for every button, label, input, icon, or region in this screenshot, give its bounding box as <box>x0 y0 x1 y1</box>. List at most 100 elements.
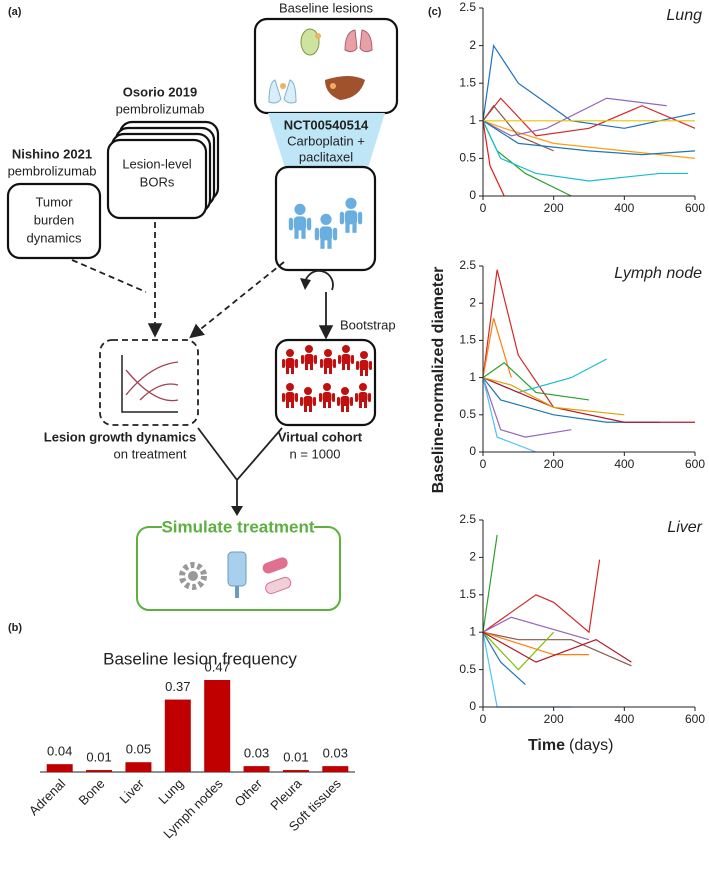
x-tick-label: 400 <box>614 712 634 726</box>
series-line <box>482 631 526 686</box>
title-backdrop <box>162 518 314 538</box>
bar <box>204 680 231 772</box>
bootstrap-loop <box>304 269 334 291</box>
y-tick-label: 1 <box>469 370 476 384</box>
growth-box <box>99 339 199 426</box>
bar <box>86 770 113 772</box>
x-tick-label: 600 <box>685 457 705 471</box>
nishino-title: Nishino 2021 <box>12 146 92 161</box>
osorio-drug: pembrolizumab <box>116 101 205 116</box>
x-tick-label: Liver <box>116 775 147 806</box>
chart-title: Liver <box>667 519 702 536</box>
value-label: 0.01 <box>86 749 111 764</box>
panel-label: (c) <box>428 6 442 18</box>
series-line <box>482 631 632 663</box>
value-label: 0.47 <box>205 659 230 674</box>
growth-title: Lesion growth dynamics <box>44 429 196 444</box>
series-line <box>482 377 695 423</box>
y-axis-label: Baseline-normalized diameter <box>430 267 447 494</box>
series-line <box>482 616 590 641</box>
series-line <box>482 120 696 159</box>
series-line <box>482 377 537 453</box>
series-line <box>482 377 572 438</box>
y-tick-label: 0 <box>469 444 476 458</box>
series-line <box>482 631 589 656</box>
baseline-title: Baseline lesions <box>279 0 373 15</box>
trial-line: Carboplatin + <box>287 133 365 148</box>
series-line <box>482 269 555 408</box>
osorio-box <box>106 138 208 220</box>
series-line <box>482 361 590 401</box>
value-label: 0.03 <box>323 746 348 761</box>
bar <box>125 762 152 772</box>
cohort-title: Virtual cohort <box>278 429 363 444</box>
organ-icons <box>268 28 373 104</box>
x-tick-label: Bone <box>76 776 108 808</box>
osorio-title: Osorio 2019 <box>123 84 197 99</box>
x-tick-label: 600 <box>685 201 705 215</box>
trial-id: NCT00540514 <box>284 117 369 132</box>
trial-funnel <box>268 113 385 168</box>
value-label: 0.04 <box>47 744 72 759</box>
value-label: 0.03 <box>244 746 269 761</box>
trial-line: paclitaxel <box>299 149 353 164</box>
y-tick-label: 1.5 <box>459 75 476 89</box>
osorio-line: Lesion-level <box>122 156 191 171</box>
x-tick-label: Lung <box>155 776 186 807</box>
series-line <box>482 377 625 416</box>
x-tick-label: 400 <box>614 457 634 471</box>
series-line <box>482 632 572 708</box>
x-tick-label: 200 <box>544 712 564 726</box>
value-label: 0.05 <box>126 742 151 757</box>
diagram: (a) Baseline lesions NCT00540514 Carbopl… <box>6 0 399 611</box>
bar <box>282 770 309 772</box>
bootstrap-label: Bootstrap <box>340 317 396 332</box>
nishino-line: burden <box>34 212 74 227</box>
y-tick-label: 1.5 <box>459 587 476 601</box>
y-tick-label: 0.5 <box>459 407 476 421</box>
x-tick-label: Adrenal <box>26 776 68 818</box>
y-tick-label: 0 <box>469 188 476 202</box>
series-line <box>482 120 688 182</box>
simulate-title: Simulate treatment <box>161 517 314 536</box>
y-tick-label: 1.5 <box>459 333 476 347</box>
panel-label: (a) <box>8 6 22 18</box>
cohort-sub: n = 1000 <box>290 446 341 461</box>
nishino-drug: pembrolizumab <box>8 163 97 178</box>
dashed-arrow <box>189 261 285 339</box>
series-line <box>482 559 601 634</box>
bar <box>322 766 349 772</box>
x-tick-label: 400 <box>614 201 634 215</box>
y-tick-label: 2.5 <box>459 512 476 526</box>
x-tick-label: Other <box>232 775 266 809</box>
series-line <box>482 120 505 197</box>
series-line <box>482 317 512 378</box>
series-line <box>482 534 498 633</box>
chart-title: Lung <box>666 7 702 24</box>
merge-lines <box>197 427 283 510</box>
bar <box>164 699 191 772</box>
series-line <box>482 120 696 156</box>
bar <box>243 766 270 772</box>
arrow-head <box>231 506 243 516</box>
y-tick-label: 2 <box>469 295 476 309</box>
y-tick-label: 0.5 <box>459 662 476 676</box>
loop-head <box>300 278 311 290</box>
x-axis-unit: (days) <box>569 737 613 754</box>
x-tick-label: 0 <box>480 457 487 471</box>
y-tick-label: 0 <box>469 699 476 713</box>
x-tick-label: Pleura <box>267 775 305 813</box>
x-tick-label: 200 <box>544 201 564 215</box>
series-line <box>482 631 555 671</box>
x-axis-label: Time <box>528 737 565 754</box>
treatment-icons <box>179 551 292 598</box>
y-tick-label: 2.5 <box>459 258 476 272</box>
y-tick-label: 1 <box>469 113 476 127</box>
nishino-line: Tumor <box>35 194 73 209</box>
y-tick-label: 2 <box>469 550 476 564</box>
series-line <box>482 43 696 129</box>
x-tick-label: 200 <box>544 457 564 471</box>
y-tick-label: 0.5 <box>459 151 476 165</box>
x-tick-label: 600 <box>685 712 705 726</box>
